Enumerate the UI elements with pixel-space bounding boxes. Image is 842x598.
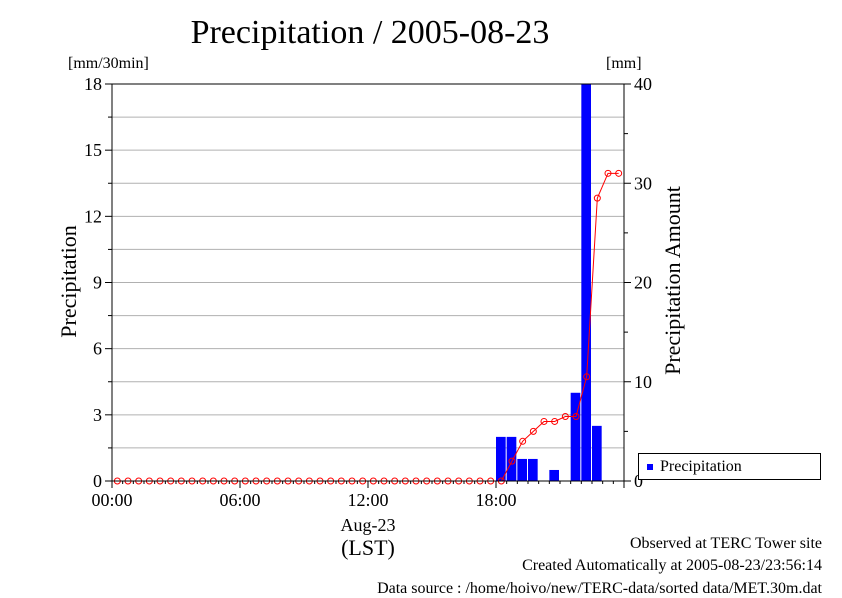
left-axis-tick-label: 3 [93, 405, 102, 425]
x-axis-timezone-label: (LST) [341, 535, 395, 560]
left-axis-tick-label: 0 [93, 471, 102, 491]
legend-swatch-precipitation [647, 464, 653, 470]
cumulative-point [519, 437, 527, 445]
cumulative-point [583, 373, 591, 381]
cumulative-point [508, 457, 516, 465]
cumulative-point [615, 169, 623, 177]
x-axis-tick-label: 18:00 [475, 490, 516, 510]
left-axis-tick-label: 9 [93, 273, 102, 293]
left-axis-unit: [mm/30min] [68, 55, 149, 72]
left-axis-tick-label: 12 [84, 206, 102, 226]
footer-observed-at: Observed at TERC Tower site [629, 535, 822, 552]
cumulative-point [529, 427, 537, 435]
cumulative-line [117, 172, 619, 482]
precipitation-bar [496, 436, 506, 481]
left-axis-title: Precipitation [56, 225, 81, 337]
right-axis-tick-label: 0 [634, 471, 643, 491]
right-axis-unit: [mm] [606, 55, 642, 72]
cumulative-point [604, 169, 612, 177]
cumulative-point [551, 417, 559, 425]
x-axis-tick-label: 00:00 [91, 490, 132, 510]
footer-created-at: Created Automatically at 2005-08-23/23:5… [522, 557, 822, 574]
cumulative-point [593, 194, 601, 202]
precipitation-bar [592, 425, 602, 481]
x-axis-tick-label: 12:00 [347, 490, 388, 510]
left-axis-tick-label: 18 [84, 74, 102, 94]
legend: Precipitation [638, 453, 821, 480]
right-axis-tick-label: 40 [634, 74, 652, 94]
footer-data-source: Data source : /home/hoivo/new/TERC-data/… [377, 580, 822, 597]
x-axis-tick-label: 06:00 [219, 490, 260, 510]
precipitation-bar [570, 392, 581, 481]
precipitation-bar [506, 436, 517, 481]
right-axis-tick-label: 20 [634, 273, 652, 293]
precipitation-bar [528, 458, 538, 481]
right-axis-tick-label: 30 [634, 173, 652, 193]
precipitation-bar [549, 469, 559, 481]
left-axis-tick-label: 15 [84, 140, 102, 160]
cumulative-point [561, 412, 569, 420]
right-axis-tick-label: 10 [634, 372, 652, 392]
left-axis-tick-label: 6 [93, 339, 102, 359]
cumulative-point [540, 417, 548, 425]
x-axis-date-label: Aug-23 [341, 515, 396, 535]
chart-title: Precipitation / 2005-08-23 [190, 14, 550, 51]
cumulative-point [572, 412, 580, 420]
right-axis-title: Precipitation Amount [660, 186, 685, 375]
precipitation-bar [581, 84, 591, 481]
legend-label-precipitation: Precipitation [660, 458, 742, 475]
precipitation-bar [517, 458, 527, 481]
